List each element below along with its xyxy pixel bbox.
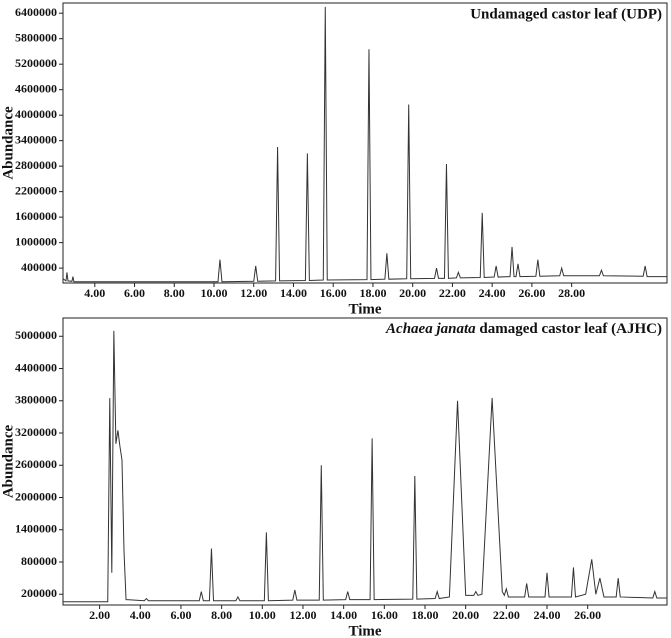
x-tick-label: 14.00 [280,286,307,300]
x-tick-label: 6.00 [170,608,191,622]
x-axis-label: Time [348,301,381,317]
x-axis-label: Time [348,623,381,638]
x-tick-label: 24.00 [534,608,561,622]
x-tick-label: 20.00 [399,286,426,300]
y-tick-label: 3800000 [15,393,57,407]
x-tick-label: 4.00 [130,608,151,622]
chromatogram-line [62,6,667,283]
x-tick-label: 26.00 [574,608,601,622]
x-tick-label: 22.00 [493,608,520,622]
y-tick-label: 800000 [21,554,57,568]
y-tick-label: 3200000 [15,425,57,439]
y-tick-label: 400000 [21,260,57,274]
y-axis-label: Abundance [0,424,16,498]
y-tick-label: 2000000 [15,489,57,503]
y-tick-label: 1400000 [15,522,57,536]
x-tick-label: 16.00 [371,608,398,622]
x-tick-label: 20.00 [452,608,479,622]
x-tick-label: 18.00 [411,608,438,622]
x-tick-label: 14.00 [330,608,357,622]
chart-title: Undamaged castor leaf (UDP) [470,6,662,22]
y-tick-label: 1000000 [15,234,57,248]
y-tick-label: 1600000 [15,209,57,223]
y-tick-label: 4000000 [15,107,57,121]
x-tick-label: 24.00 [479,286,506,300]
x-tick-label: 28.00 [558,286,585,300]
plot-frame [62,317,668,606]
y-tick-label: 5800000 [15,30,57,44]
y-tick-label: 2800000 [15,158,57,172]
title-part: damaged castor leaf (AJHC) [476,321,662,337]
y-tick-label: 4400000 [15,360,57,374]
y-tick-label: 5000000 [15,328,57,342]
y-tick-label: 2200000 [15,183,57,197]
y-tick-label: 5200000 [15,56,57,70]
title-part: Achaea janata [385,321,476,337]
chromatogram-line [63,330,667,603]
x-tick-label: 8.00 [164,286,185,300]
y-tick-label: 2600000 [15,457,57,471]
x-tick-label: 4.00 [84,286,105,300]
x-tick-label: 10.00 [201,286,228,300]
chart-title: Achaea janata damaged castor leaf (AJHC) [385,321,662,337]
y-axis-label: Abundance [0,106,16,180]
x-tick-label: 22.00 [439,286,466,300]
y-tick-label: 3400000 [15,132,57,146]
x-tick-label: 26.00 [518,286,545,300]
y-tick-label: 6400000 [15,5,57,19]
x-tick-label: 8.00 [211,608,232,622]
x-tick-label: 12.00 [289,608,316,622]
x-tick-label: 10.00 [249,608,276,622]
x-tick-label: 18.00 [359,286,386,300]
x-tick-label: 2.00 [89,608,110,622]
y-tick-label: 4600000 [15,81,57,95]
x-tick-label: 16.00 [320,286,347,300]
plot-frame [62,2,668,284]
y-tick-label: 200000 [21,586,57,600]
x-tick-label: 12.00 [240,286,267,300]
x-tick-label: 6.00 [124,286,145,300]
